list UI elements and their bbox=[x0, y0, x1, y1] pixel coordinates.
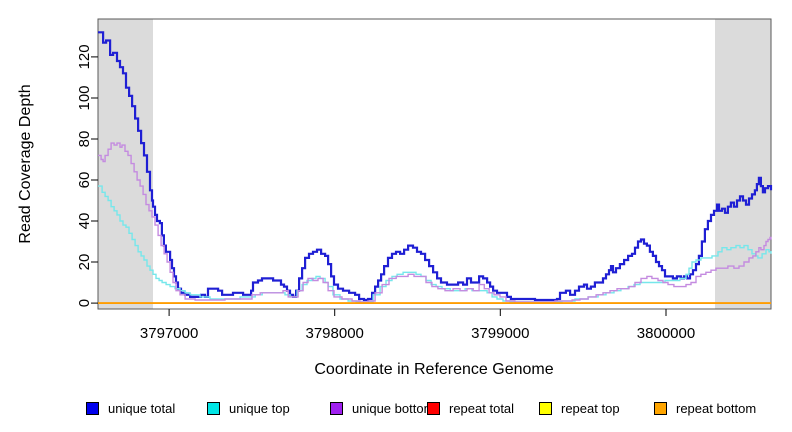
x-tick-label: 3798000 bbox=[305, 325, 363, 342]
plot-border bbox=[97, 18, 772, 310]
shaded-region bbox=[98, 19, 153, 309]
series-unique-bottom bbox=[98, 142, 772, 303]
series-unique-total bbox=[98, 31, 773, 302]
y-tick-label: 20 bbox=[76, 254, 93, 271]
x-tick-label: 3799000 bbox=[471, 325, 529, 342]
y-tick-label: 80 bbox=[76, 131, 93, 148]
y-tick-label: 0 bbox=[76, 299, 93, 307]
y-tick-label: 100 bbox=[76, 85, 93, 110]
y-axis-title: Read Coverage Depth bbox=[17, 84, 34, 243]
y-tick-label: 40 bbox=[76, 213, 93, 230]
y-tick-label: 60 bbox=[76, 172, 93, 189]
x-tick-label: 3797000 bbox=[140, 325, 198, 342]
x-tick-label: 3800000 bbox=[637, 325, 695, 342]
x-axis-title: Coordinate in Reference Genome bbox=[314, 361, 553, 378]
shaded-region bbox=[715, 19, 771, 309]
y-tick-label: 120 bbox=[76, 44, 93, 69]
